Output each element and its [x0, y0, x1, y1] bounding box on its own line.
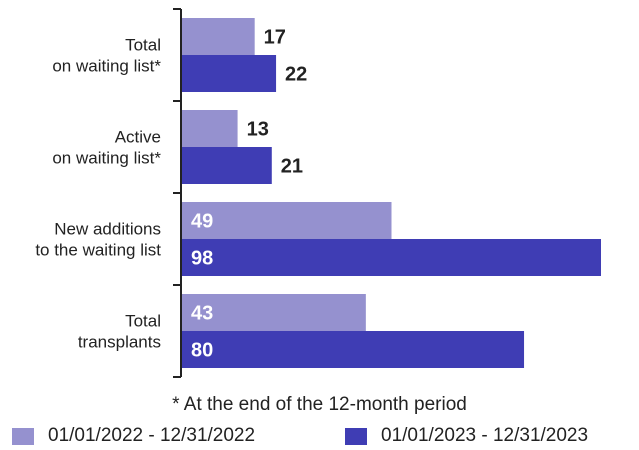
- bar-2022: [182, 294, 366, 331]
- legend-item-2022: 01/01/2022 - 12/31/2022: [12, 425, 255, 447]
- category-label-line: Total: [125, 312, 161, 331]
- category-label-line: Total: [125, 36, 161, 55]
- legend-swatch-2022: [12, 427, 34, 445]
- category-label: New additions to the waiting list: [35, 220, 161, 260]
- category-label-line: to the waiting list: [35, 241, 161, 260]
- category-label-line: transplants: [78, 333, 161, 352]
- legend-label-2022: 01/01/2022 - 12/31/2022: [48, 425, 256, 446]
- value-label: 21: [281, 156, 303, 178]
- category-label: Total on waiting list*: [52, 36, 161, 76]
- bar-2023: [182, 239, 601, 276]
- value-label: 22: [285, 64, 307, 86]
- value-label: 17: [264, 27, 286, 49]
- bar-2023: [182, 331, 525, 368]
- legend-label-2023: 01/01/2023 - 12/31/2023: [381, 425, 589, 446]
- category-label: Active on waiting list*: [52, 128, 161, 168]
- value-label: 98: [191, 248, 213, 270]
- value-label: 43: [191, 303, 213, 325]
- category-label-line: New additions: [54, 220, 161, 239]
- bar-chart: Total on waiting list* Active on waiting li…: [35, 8, 601, 378]
- legend-item-2023: 01/01/2023 - 12/31/2023: [345, 425, 588, 447]
- category-label-line: on waiting list*: [52, 149, 161, 168]
- bar-2022: [182, 202, 392, 239]
- bar-2023: [182, 147, 272, 184]
- bars: [182, 18, 601, 368]
- legend-swatch-2023: [345, 427, 367, 445]
- category-label-line: Active: [115, 128, 161, 147]
- value-label: 13: [247, 119, 269, 141]
- category-label: Total transplants: [78, 312, 161, 352]
- bar-2022: [182, 18, 255, 55]
- value-label: 49: [191, 211, 213, 233]
- value-labels: 17 22 13 21 49 98 43 80: [191, 27, 307, 362]
- value-label: 80: [191, 340, 213, 362]
- legend: 01/01/2022 - 12/31/2022 01/01/2023 - 12/…: [0, 420, 639, 450]
- category-labels: Total on waiting list* Active on waiting li…: [35, 36, 161, 352]
- category-axis: [173, 8, 182, 378]
- bar-2022: [182, 110, 238, 147]
- footnote: * At the end of the 12-month period: [172, 394, 467, 415]
- bar-2023: [182, 55, 277, 92]
- category-label-line: on waiting list*: [52, 57, 161, 76]
